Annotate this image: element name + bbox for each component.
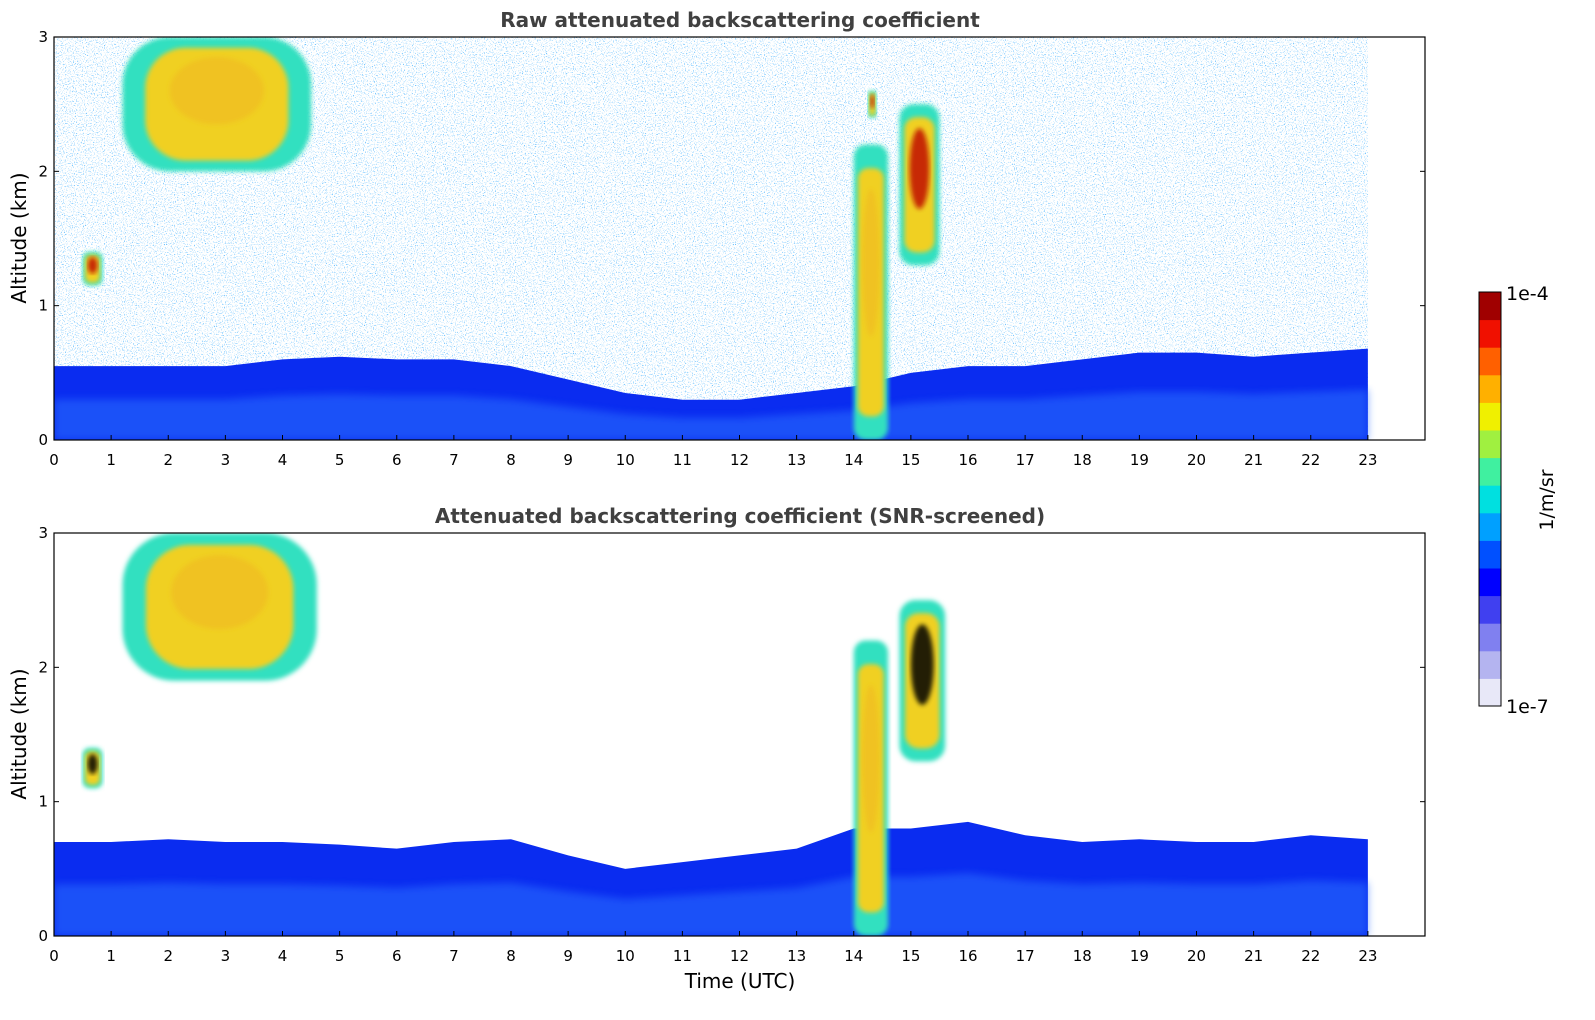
y-tick-label: 0 — [38, 431, 48, 449]
panel-raw-ylabel: Altitude (km) — [7, 172, 31, 303]
colorbar-segment — [1479, 457, 1501, 486]
x-tick-label: 23 — [1358, 451, 1377, 469]
panel-raw-title: Raw attenuated backscattering coefficien… — [500, 8, 980, 32]
panel-raw-plot-area: 0 1 2 3 4 5 6 7 8 9 10 11 12 13 14 15 16 17 18 19 20 21 22 2301… — [38, 28, 1426, 469]
x-tick-label: 9 — [563, 947, 573, 965]
x-axis-label: Time (UTC) — [684, 969, 796, 993]
x-tick-label: 0 — [49, 451, 59, 469]
heatmap-field — [54, 37, 1368, 440]
x-tick-label: 11 — [673, 947, 692, 965]
x-tick-label: 6 — [392, 451, 402, 469]
x-tick-label: 20 — [1187, 451, 1206, 469]
x-tick-label: 19 — [1130, 947, 1149, 965]
y-tick-label: 3 — [38, 524, 48, 542]
cloud-feature-peak — [870, 94, 875, 109]
boundary-layer-core — [54, 873, 1368, 936]
colorbar-segment — [1479, 650, 1501, 679]
panel-screened: Attenuated backscattering coefficient (S… — [7, 504, 1426, 993]
convective_column-feature-peak — [862, 684, 880, 833]
y-tick-label: 2 — [38, 162, 48, 180]
x-tick-label: 3 — [221, 451, 231, 469]
colorbar-unit-label: 1/m/sr — [1536, 469, 1558, 530]
x-tick-label: 1 — [106, 947, 116, 965]
x-tick-label: 2 — [163, 947, 173, 965]
x-tick-label: 0 — [49, 947, 59, 965]
x-tick-label: 19 — [1130, 451, 1149, 469]
y-tick-label: 1 — [38, 297, 48, 315]
x-tick-label: 14 — [844, 451, 863, 469]
cloud-feature-peak — [909, 128, 930, 209]
colorbar-segment — [1479, 623, 1501, 652]
y-tick-label: 0 — [38, 927, 48, 945]
x-tick-label: 11 — [673, 451, 692, 469]
colorbar-frame — [1478, 291, 1502, 707]
x-tick-label: 4 — [278, 947, 288, 965]
x-tick-label: 17 — [1016, 451, 1035, 469]
x-tick-label: 15 — [901, 947, 920, 965]
y-tick-label: 2 — [38, 658, 48, 676]
x-tick-label: 12 — [730, 451, 749, 469]
panel-screened-title: Attenuated backscattering coefficient (S… — [435, 504, 1045, 528]
x-tick-label: 5 — [335, 451, 345, 469]
x-tick-label: 7 — [449, 451, 459, 469]
x-tick-label: 23 — [1358, 947, 1377, 965]
x-tick-label: 1 — [106, 451, 116, 469]
cloud-feature-peak — [87, 753, 98, 775]
cloud-feature-peak — [169, 57, 264, 125]
x-tick-label: 12 — [730, 947, 749, 965]
x-tick-label: 13 — [787, 947, 806, 965]
x-tick-label: 21 — [1244, 947, 1263, 965]
x-tick-label: 14 — [844, 947, 863, 965]
cloud-feature-peak — [171, 555, 269, 630]
boundary-layer-core — [54, 389, 1368, 440]
convective_column-feature-peak — [862, 188, 880, 337]
x-tick-label: 13 — [787, 451, 806, 469]
colorbar-segment — [1479, 540, 1501, 569]
x-tick-label: 15 — [901, 451, 920, 469]
x-tick-label: 6 — [392, 947, 402, 965]
x-tick-label: 2 — [163, 451, 173, 469]
x-tick-label: 16 — [958, 947, 977, 965]
x-tick-label: 16 — [958, 451, 977, 469]
x-tick-label: 7 — [449, 947, 459, 965]
colorbar-segment — [1479, 374, 1501, 403]
colorbar: 1e-4 1e-7 1/m/sr — [1478, 283, 1558, 718]
colorbar-segment — [1479, 485, 1501, 514]
x-tick-label: 5 — [335, 947, 345, 965]
cloud-feature-peak — [87, 256, 98, 274]
x-tick-label: 10 — [616, 451, 635, 469]
x-tick-label: 18 — [1073, 451, 1092, 469]
panel-screened-ylabel: Altitude (km) — [7, 668, 31, 799]
x-tick-label: 20 — [1187, 947, 1206, 965]
colorbar-segment — [1479, 319, 1501, 348]
x-tick-label: 22 — [1301, 451, 1320, 469]
colorbar-segment — [1479, 347, 1501, 376]
x-tick-label: 9 — [563, 451, 573, 469]
colorbar-min-label: 1e-7 — [1506, 696, 1549, 718]
panel-raw: Raw attenuated backscattering coefficien… — [7, 8, 1426, 469]
x-tick-label: 8 — [506, 947, 516, 965]
colorbar-segment — [1479, 292, 1501, 321]
colorbar-segment — [1479, 402, 1501, 431]
y-tick-label: 3 — [38, 28, 48, 46]
x-tick-label: 4 — [278, 451, 288, 469]
y-tick-label: 1 — [38, 793, 48, 811]
colorbar-max-label: 1e-4 — [1506, 283, 1549, 305]
x-tick-label: 21 — [1244, 451, 1263, 469]
x-tick-label: 17 — [1016, 947, 1035, 965]
colorbar-segment — [1479, 568, 1501, 597]
x-tick-label: 22 — [1301, 947, 1320, 965]
x-tick-label: 18 — [1073, 947, 1092, 965]
colorbar-segment — [1479, 595, 1501, 624]
cloud-feature-peak — [910, 624, 934, 705]
panel-screened-plot-area: 0 1 2 3 4 5 6 7 8 9 10 11 12 13 14 15 16 17 18 19 20 21 22 2301… — [38, 524, 1426, 965]
heatmap-field — [54, 533, 1368, 936]
x-tick-label: 10 — [616, 947, 635, 965]
x-tick-label: 3 — [221, 947, 231, 965]
colorbar-segment — [1479, 512, 1501, 541]
colorbar-segment — [1479, 678, 1501, 707]
colorbar-segment — [1479, 430, 1501, 459]
x-tick-label: 8 — [506, 451, 516, 469]
